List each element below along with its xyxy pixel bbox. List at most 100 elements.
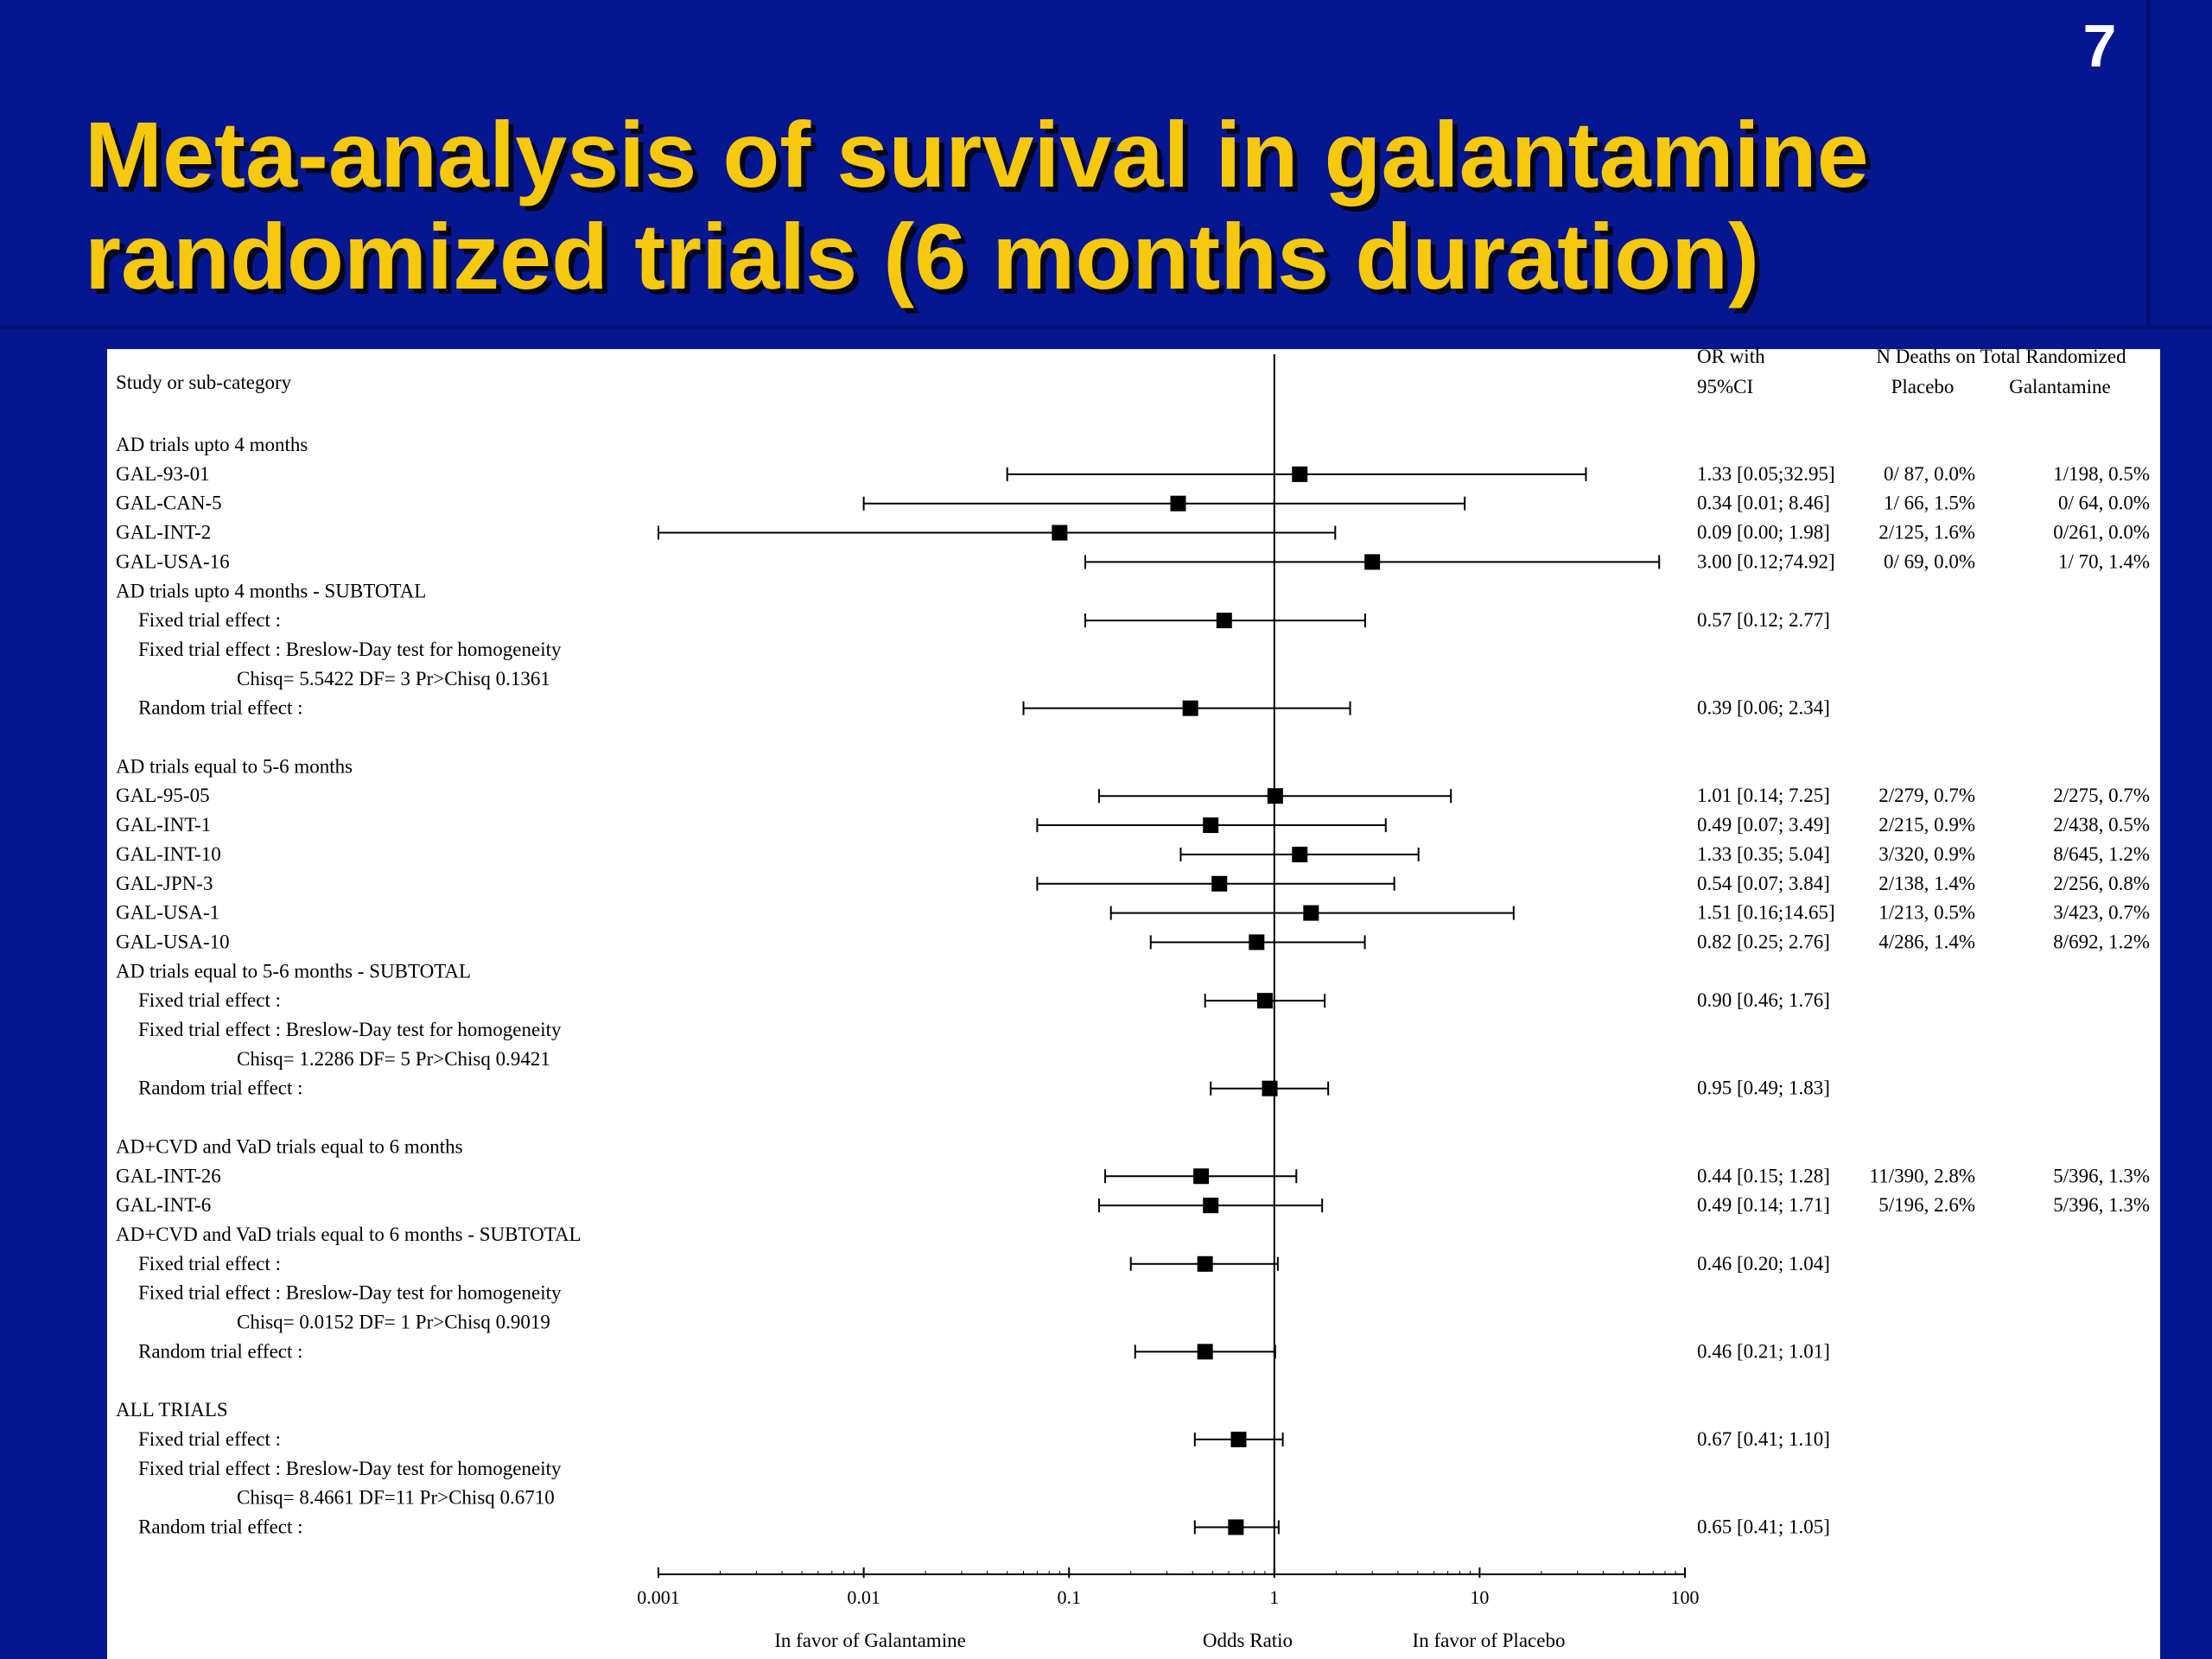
x-tick-label: 10 — [1470, 1586, 1489, 1608]
x-axis-label: Odds Ratio — [1203, 1630, 1293, 1651]
galantamine-deaths: 2/256, 0.8% — [2053, 873, 2150, 894]
or-ci-value: 0.44 [0.15; 1.28] — [1697, 1165, 1830, 1186]
placebo-deaths: 4/286, 1.4% — [1878, 931, 1975, 952]
or-ci-value: 0.65 [0.41; 1.05] — [1697, 1516, 1830, 1537]
or-ci-value: 0.57 [0.12; 2.77] — [1697, 609, 1830, 631]
galantamine-deaths: 2/438, 0.5% — [2053, 814, 2150, 836]
placebo-deaths: 3/320, 0.9% — [1878, 843, 1975, 865]
row-label: GAL-INT-6 — [116, 1194, 211, 1216]
row-label: ALL TRIALS — [116, 1399, 228, 1421]
or-ci-value: 0.82 [0.25; 2.76] — [1697, 931, 1830, 952]
row-label: AD+CVD and VaD trials equal to 6 months … — [116, 1224, 582, 1245]
forest-plot-panel: Study or sub-category OR with 95%CI N De… — [107, 349, 2160, 1659]
or-ci-value: 0.54 [0.07; 3.84] — [1697, 873, 1830, 894]
placebo-deaths: 2/138, 1.4% — [1878, 873, 1975, 894]
x-tick-label: 100 — [1671, 1586, 1700, 1608]
x-tick-label: 0.01 — [847, 1586, 880, 1608]
galantamine-deaths: 3/423, 0.7% — [2053, 902, 2150, 924]
or-ci-value: 0.34 [0.01; 8.46] — [1697, 493, 1830, 514]
galantamine-deaths: 2/275, 0.7% — [2053, 785, 2150, 806]
row-label: AD trials upto 4 months - SUBTOTAL — [116, 580, 426, 601]
row-label: GAL-CAN-5 — [116, 493, 222, 514]
or-ci-value: 0.46 [0.20; 1.04] — [1697, 1253, 1830, 1274]
or-ci-value: 0.67 [0.41; 1.10] — [1697, 1428, 1830, 1450]
or-ci-value: 0.46 [0.21; 1.01] — [1697, 1340, 1830, 1362]
row-label: AD+CVD and VaD trials equal to 6 months — [116, 1135, 463, 1157]
row-label: AD trials upto 4 months — [116, 434, 308, 455]
or-point-marker — [1262, 1080, 1278, 1096]
header-divider-vertical — [2146, 0, 2151, 328]
row-label: Random trial effect : — [138, 1340, 303, 1362]
placebo-deaths: 2/279, 0.7% — [1878, 785, 1975, 806]
placebo-deaths: 2/125, 1.6% — [1878, 522, 1975, 543]
row-label: GAL-JPN-3 — [116, 873, 213, 894]
or-ci-value: 1.33 [0.35; 5.04] — [1697, 843, 1830, 865]
right-caption: In favor of Placebo — [1413, 1630, 1566, 1651]
galantamine-deaths: 1/ 70, 1.4% — [2058, 550, 2150, 572]
or-point-marker — [1052, 524, 1068, 541]
or-point-marker — [1292, 846, 1308, 862]
placebo-deaths: 5/196, 2.6% — [1878, 1194, 1975, 1216]
row-label: Random trial effect : — [138, 1516, 303, 1537]
or-ci-value: 0.39 [0.06; 2.34] — [1697, 697, 1830, 719]
slide-title: Meta-analysis of survival in galantamine… — [85, 102, 1869, 308]
x-tick-label: 0.001 — [637, 1586, 680, 1608]
row-label: Fixed trial effect : Breslow-Day test fo… — [138, 1019, 562, 1040]
row-label: GAL-USA-10 — [116, 931, 230, 952]
or-point-marker — [1364, 554, 1381, 570]
row-label: Chisq= 8.4661 DF=11 Pr>Chisq 0.6710 — [237, 1487, 555, 1509]
or-ci-value: 3.00 [0.12;74.92] — [1697, 550, 1835, 572]
galantamine-column-header: Galantamine — [2009, 376, 2111, 397]
galantamine-deaths: 8/692, 1.2% — [2053, 931, 2150, 952]
or-ci-value: 1.01 [0.14; 7.25] — [1697, 785, 1830, 806]
row-label: GAL-INT-1 — [116, 814, 211, 836]
study-column-header: Study or sub-category — [116, 372, 292, 393]
or-ci-value: 1.51 [0.16;14.65] — [1697, 902, 1835, 924]
or-point-marker — [1182, 700, 1198, 716]
row-label: AD trials equal to 5-6 months - SUBTOTAL — [116, 960, 471, 982]
or-point-marker — [1197, 1344, 1213, 1360]
galantamine-deaths: 5/396, 1.3% — [2053, 1165, 2150, 1186]
placebo-deaths: 1/213, 0.5% — [1878, 902, 1975, 924]
row-label: Fixed trial effect : Breslow-Day test fo… — [138, 639, 562, 660]
row-label: GAL-INT-10 — [116, 843, 221, 865]
placebo-deaths: 0/ 87, 0.0% — [1884, 463, 1975, 485]
row-label: GAL-INT-2 — [116, 522, 211, 543]
forest-rows: AD trials upto 4 months GAL-93-01 1.33 [0.… — [116, 434, 2150, 1537]
or-point-marker — [1203, 1198, 1219, 1214]
x-tick-label: 1 — [1269, 1586, 1279, 1608]
placebo-deaths: 2/215, 0.9% — [1878, 814, 1975, 836]
placebo-column-header: Placebo — [1891, 376, 1955, 397]
or-column-header-line2: 95%CI — [1697, 376, 1753, 397]
or-point-marker — [1216, 613, 1232, 629]
row-label: Fixed trial effect : — [138, 609, 281, 631]
left-caption: In favor of Galantamine — [774, 1630, 966, 1651]
row-label: GAL-USA-1 — [116, 902, 219, 924]
or-ci-value: 0.49 [0.14; 1.71] — [1697, 1194, 1830, 1216]
or-point-marker — [1197, 1255, 1213, 1272]
row-label: Fixed trial effect : — [138, 1253, 281, 1274]
row-label: Chisq= 1.2286 DF= 5 Pr>Chisq 0.9421 — [237, 1048, 550, 1070]
row-label: Fixed trial effect : — [138, 1428, 281, 1450]
or-point-marker — [1230, 1431, 1247, 1447]
or-point-marker — [1292, 466, 1308, 482]
header-divider — [0, 325, 2212, 329]
or-point-marker — [1211, 875, 1228, 892]
galantamine-deaths: 0/261, 0.0% — [2053, 522, 2150, 543]
row-label: Fixed trial effect : Breslow-Day test fo… — [138, 1282, 562, 1304]
galantamine-deaths: 1/198, 0.5% — [2053, 463, 2150, 485]
placebo-deaths: 0/ 69, 0.0% — [1884, 550, 1975, 572]
slide-number: 7 — [2082, 12, 2117, 79]
or-point-marker — [1256, 993, 1273, 1009]
forest-plot: Study or sub-category OR with 95%CI N De… — [116, 349, 2150, 1651]
or-point-marker — [1193, 1168, 1210, 1185]
row-label: Random trial effect : — [138, 1077, 303, 1099]
galantamine-deaths: 5/396, 1.3% — [2053, 1194, 2150, 1216]
galantamine-deaths: 0/ 64, 0.0% — [2058, 493, 2150, 514]
row-label: Fixed trial effect : — [138, 989, 281, 1011]
or-point-marker — [1203, 817, 1219, 834]
row-label: GAL-INT-26 — [116, 1165, 221, 1186]
row-label: Fixed trial effect : Breslow-Day test fo… — [138, 1458, 562, 1479]
or-ci-value: 0.90 [0.46; 1.76] — [1697, 989, 1830, 1011]
or-ci-value: 0.95 [0.49; 1.83] — [1697, 1077, 1830, 1099]
